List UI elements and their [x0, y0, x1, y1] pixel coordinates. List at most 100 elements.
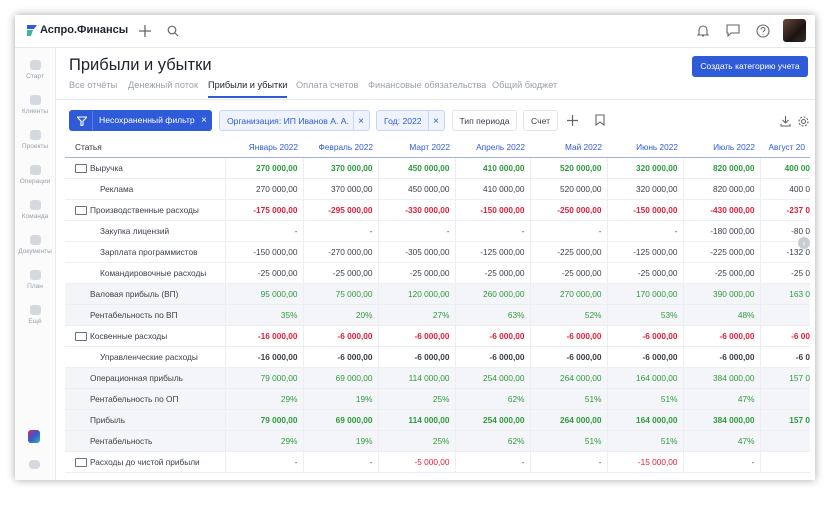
cell-value: 157 0 — [789, 415, 810, 425]
tab[interactable]: Общий бюджет — [492, 80, 558, 90]
cell-value: - — [294, 226, 298, 236]
sidebar-item[interactable]: Команда — [15, 200, 55, 220]
value-cell: 520 000,00 — [529, 157, 607, 179]
value-cell: 260 000,00 — [454, 283, 530, 305]
value-cell: -25 000,00 — [377, 262, 455, 284]
table-row[interactable]: Рентабельность по ОП 29% 19% 25% 62% 51% 51% 47… — [65, 388, 810, 410]
table-row[interactable]: Реклама 270 000,00 370 000,00 450 000,00 410… — [65, 178, 810, 200]
period-type-button[interactable]: Тип периода — [452, 110, 517, 131]
download-icon[interactable] — [780, 116, 791, 127]
cell-value: -6 000,00 — [337, 352, 373, 362]
logo[interactable]: Аспро.Финансы — [40, 24, 129, 36]
folder-icon — [75, 458, 87, 467]
settings-icon[interactable] — [798, 116, 809, 127]
value-cell: -175 000,00 — [224, 199, 303, 221]
value-cell: 48% — [682, 304, 760, 326]
folder-icon — [75, 332, 87, 341]
sidebar-item[interactable]: Операции — [15, 165, 55, 185]
add-icon[interactable] — [139, 25, 151, 37]
cell-value: -250 000,00 — [557, 205, 602, 215]
filter-chip[interactable]: Организация: ИП Иванов А. А. × — [219, 110, 370, 131]
table-row[interactable]: Рентабельность по ВП 35% 20% 27% 63% 52% 53% 48… — [65, 304, 810, 326]
help-icon[interactable] — [756, 24, 770, 38]
create-category-button[interactable]: Создать категорию учета — [692, 56, 808, 77]
table-row[interactable]: Операционная прибыль 79 000,00 69 000,00 11… — [65, 367, 810, 389]
logo-icon — [27, 25, 37, 36]
table-row[interactable]: Косвенные расходы -16 000,00 -6 000,00 -6 0… — [65, 325, 810, 347]
sidebar-label: План — [27, 283, 43, 290]
cell-value: -25 000,00 — [714, 268, 755, 278]
cell-value: 62% — [507, 436, 525, 446]
value-cell: - — [224, 451, 303, 473]
value-cell: 62% — [454, 388, 530, 410]
value-cell: -25 000,00 — [302, 262, 378, 284]
table-row[interactable]: Командировочные расходы -25 000,00 -25 000… — [65, 262, 810, 284]
table-row[interactable]: Зарплата программистов -150 000,00 -270 00… — [65, 241, 810, 263]
sidebar-item[interactable]: Проекты — [15, 130, 55, 150]
value-cell: 157 0 — [759, 367, 810, 389]
table-row[interactable]: Управленческие расходы -16 000,00 -6 000,0… — [65, 346, 810, 368]
chat-icon[interactable] — [29, 460, 40, 469]
value-cell: 820 000,00 — [682, 157, 760, 179]
tab[interactable]: Оплата счетов — [296, 80, 359, 90]
cell-value: -150 000,00 — [253, 247, 298, 257]
search-icon[interactable] — [167, 25, 179, 37]
row-label: Операционная прибыль — [90, 373, 183, 383]
sidebar-item[interactable]: Ещё — [15, 305, 55, 325]
scroll-right-button[interactable]: › — [798, 237, 810, 249]
value-cell: 114 000,00 — [377, 409, 455, 431]
notifications-icon[interactable] — [697, 24, 709, 37]
value-cell: 390 000,00 — [682, 283, 760, 305]
bookmark-icon[interactable] — [595, 114, 605, 126]
cell-value: 75 000,00 — [335, 289, 373, 299]
value-cell: -25 000,00 — [454, 262, 530, 284]
cell-value: -270 000,00 — [328, 247, 373, 257]
value-cell: 164 000,00 — [606, 367, 683, 389]
sidebar-item[interactable]: Документы — [15, 235, 55, 255]
row-label-cell: Прибыль — [65, 409, 225, 431]
table-row[interactable]: Валовая прибыль (ВП) 95 000,00 75 000,00 12… — [65, 283, 810, 305]
table-row[interactable]: Рентабельность 29% 19% 25% 62% 51% 51% 47% — [65, 430, 810, 452]
cell-value: 260 000,00 — [482, 289, 525, 299]
sidebar-icon — [29, 305, 41, 315]
remove-icon[interactable]: × — [433, 116, 439, 127]
row-label-cell: Выручка — [65, 157, 225, 179]
cell-value: 48% — [737, 310, 755, 320]
remove-icon[interactable]: × — [201, 115, 207, 126]
tab[interactable]: Все отчёты — [69, 80, 118, 90]
value-cell: 400 0 — [759, 178, 810, 200]
table-row[interactable]: Выручка 270 000,00 370 000,00 450 000,00 410… — [65, 157, 810, 179]
avatar[interactable] — [783, 19, 806, 42]
saved-filter-chip[interactable]: Несохраненный фильтр × — [69, 110, 212, 131]
add-filter-icon[interactable] — [567, 115, 578, 126]
tab[interactable]: Финансовые обязательства — [368, 80, 487, 90]
value-cell: -125 000,00 — [454, 241, 530, 263]
value-cell: 35% — [224, 304, 303, 326]
chat-icon[interactable] — [726, 24, 740, 37]
table-row[interactable]: Закупка лицензий - - - - - - -180 000,00 -80 0 — [65, 220, 810, 242]
value-cell: 63% — [454, 304, 530, 326]
cell-value: -6 000,00 — [719, 331, 755, 341]
sidebar-icon — [29, 200, 41, 210]
table-row[interactable]: Производственные расходы -175 000,00 -295 … — [65, 199, 810, 221]
sidebar-item[interactable]: Старт — [15, 60, 55, 80]
tab[interactable]: Прибыли и убытки — [208, 80, 288, 98]
sidebar-item[interactable]: Клиенты — [15, 95, 55, 115]
sidebar-item[interactable]: План — [15, 270, 55, 290]
table-row[interactable]: Прибыль 79 000,00 69 000,00 114 000,00 254 0… — [65, 409, 810, 431]
remove-icon[interactable]: × — [358, 116, 364, 127]
tab[interactable]: Денежный поток — [128, 80, 199, 90]
value-cell: -180 000,00 — [682, 220, 760, 242]
value-cell: 95 000,00 — [224, 283, 303, 305]
cell-value: -305 000,00 — [405, 247, 450, 257]
value-cell: -25 000,00 — [529, 262, 607, 284]
cell-value: 270 000,00 — [255, 184, 298, 194]
cell-value: 20% — [355, 310, 373, 320]
value-cell: 20% — [302, 304, 378, 326]
table-row[interactable]: Расходы до чистой прибыли - - -5 000,00 - - -1… — [65, 451, 810, 473]
value-cell: 53% — [606, 304, 683, 326]
account-button[interactable]: Счет — [523, 110, 558, 131]
value-cell: -25 000,00 — [682, 262, 760, 284]
cell-value: 163 0 — [789, 289, 810, 299]
filter-chip[interactable]: Год: 2022 × — [376, 110, 445, 131]
